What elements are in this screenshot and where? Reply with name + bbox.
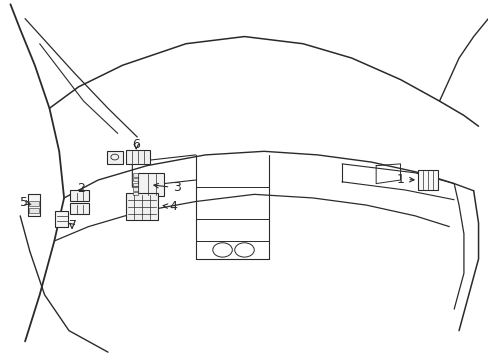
Bar — [126, 193, 158, 220]
Bar — [29, 201, 39, 206]
Text: 6: 6 — [132, 138, 140, 151]
Bar — [133, 178, 138, 181]
Bar — [70, 203, 89, 214]
Bar — [133, 187, 138, 191]
Bar — [133, 192, 138, 195]
Bar — [55, 211, 68, 226]
Text: 3: 3 — [154, 181, 181, 194]
Text: 1: 1 — [396, 173, 413, 186]
Bar — [29, 208, 39, 213]
Bar — [138, 173, 163, 196]
Bar — [126, 150, 150, 164]
Text: 5: 5 — [20, 196, 31, 209]
Bar — [27, 194, 40, 216]
Text: 4: 4 — [163, 201, 177, 213]
Bar — [417, 170, 437, 190]
Bar — [70, 190, 89, 201]
Bar — [133, 183, 138, 186]
Bar — [107, 150, 122, 163]
Text: 2: 2 — [77, 183, 85, 195]
Text: 7: 7 — [69, 219, 77, 233]
Bar — [133, 173, 138, 177]
